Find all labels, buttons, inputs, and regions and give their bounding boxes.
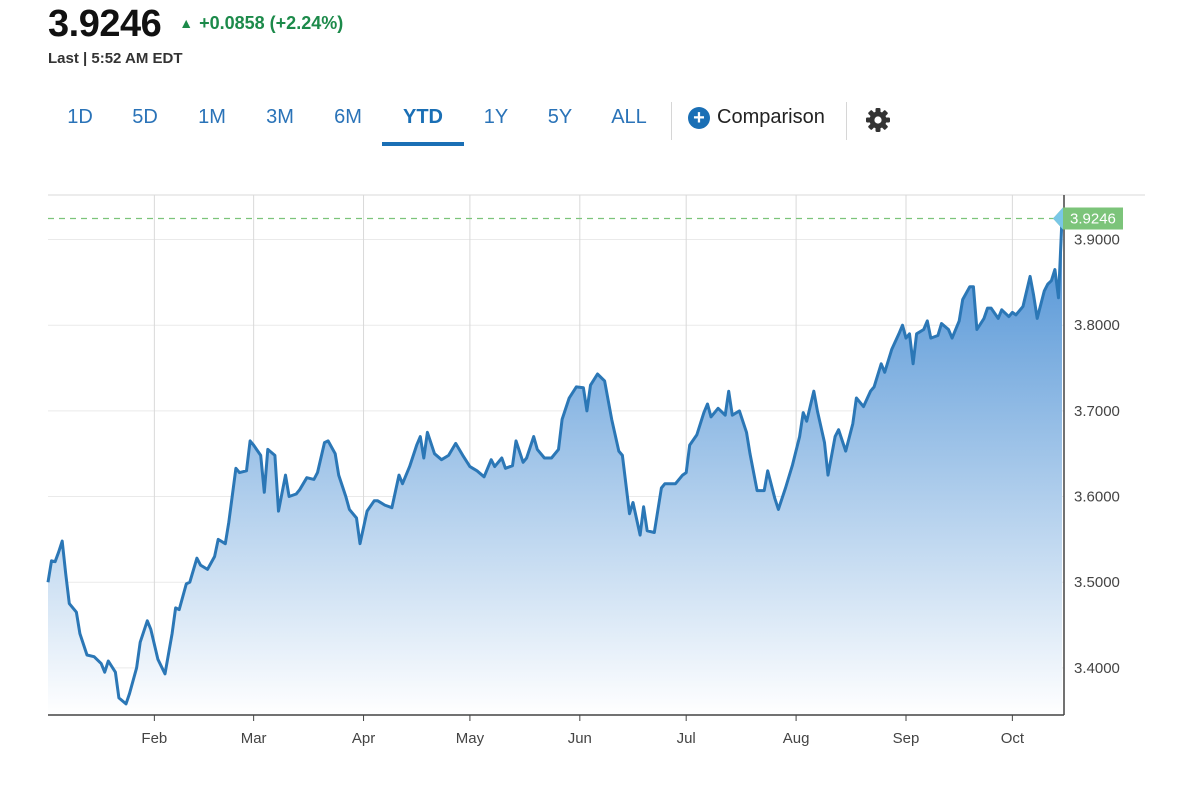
comparison-label: Comparison: [717, 106, 825, 128]
tab-ytd[interactable]: YTD: [403, 106, 443, 128]
tab-1d[interactable]: 1D: [67, 106, 93, 128]
x-tick-label: Sep: [893, 730, 920, 747]
comparison-button[interactable]: + Comparison: [688, 106, 825, 129]
up-arrow-icon: ▲: [179, 15, 194, 31]
price-line: [46, 218, 1064, 706]
y-tick-label: 3.7000: [1074, 403, 1120, 420]
x-tick-label: Jul: [677, 730, 696, 747]
range-tabs: 1D 5D 1M 3M 6M YTD 1Y 5Y ALL: [48, 96, 666, 150]
gear-icon: [866, 108, 890, 132]
toolbar-divider: [671, 102, 672, 140]
y-tick-label: 3.4000: [1074, 660, 1120, 677]
tab-all[interactable]: ALL: [611, 106, 647, 128]
last-price-tag-label: 3.9246: [1070, 210, 1116, 227]
last-price-tag-tip: [1053, 207, 1063, 230]
y-tick-label: 3.6000: [1074, 489, 1120, 506]
tab-5y[interactable]: 5Y: [547, 106, 573, 128]
change-value: +0.0858: [199, 12, 265, 33]
x-tick-label: May: [456, 730, 485, 747]
x-tick-label: Oct: [1001, 730, 1025, 747]
change-percent: (+2.24%): [269, 12, 344, 33]
price-area: [48, 218, 1062, 715]
quote-header: 3.9246 ▲ +0.0858 (+2.24%) Last | 5:52 AM…: [48, 2, 343, 67]
active-tab-indicator: [382, 142, 464, 146]
tab-3m[interactable]: 3M: [266, 106, 294, 128]
tab-1m[interactable]: 1M: [198, 106, 226, 128]
x-tick-label: Feb: [141, 730, 167, 747]
tab-5d[interactable]: 5D: [132, 106, 158, 128]
y-tick-label: 3.8000: [1074, 317, 1120, 334]
x-tick-label: Apr: [352, 730, 375, 747]
last-updated: Last | 5:52 AM EDT: [48, 50, 183, 67]
price-change: ▲ +0.0858 (+2.24%): [179, 13, 343, 34]
last-price: 3.9246: [48, 3, 162, 45]
price-row: 3.9246 ▲ +0.0858 (+2.24%): [48, 2, 343, 46]
x-tick-label: Mar: [241, 730, 267, 747]
y-tick-label: 3.9000: [1074, 232, 1120, 249]
plus-circle-icon: +: [688, 106, 710, 129]
x-tick-label: Aug: [783, 730, 810, 747]
tab-6m[interactable]: 6M: [334, 106, 362, 128]
x-tick-label: Jun: [568, 730, 592, 747]
settings-button[interactable]: [864, 106, 892, 134]
last-price-tag: [1053, 207, 1123, 230]
toolbar-divider: [846, 102, 847, 140]
tab-1y[interactable]: 1Y: [483, 106, 509, 128]
y-tick-label: 3.5000: [1074, 574, 1120, 591]
